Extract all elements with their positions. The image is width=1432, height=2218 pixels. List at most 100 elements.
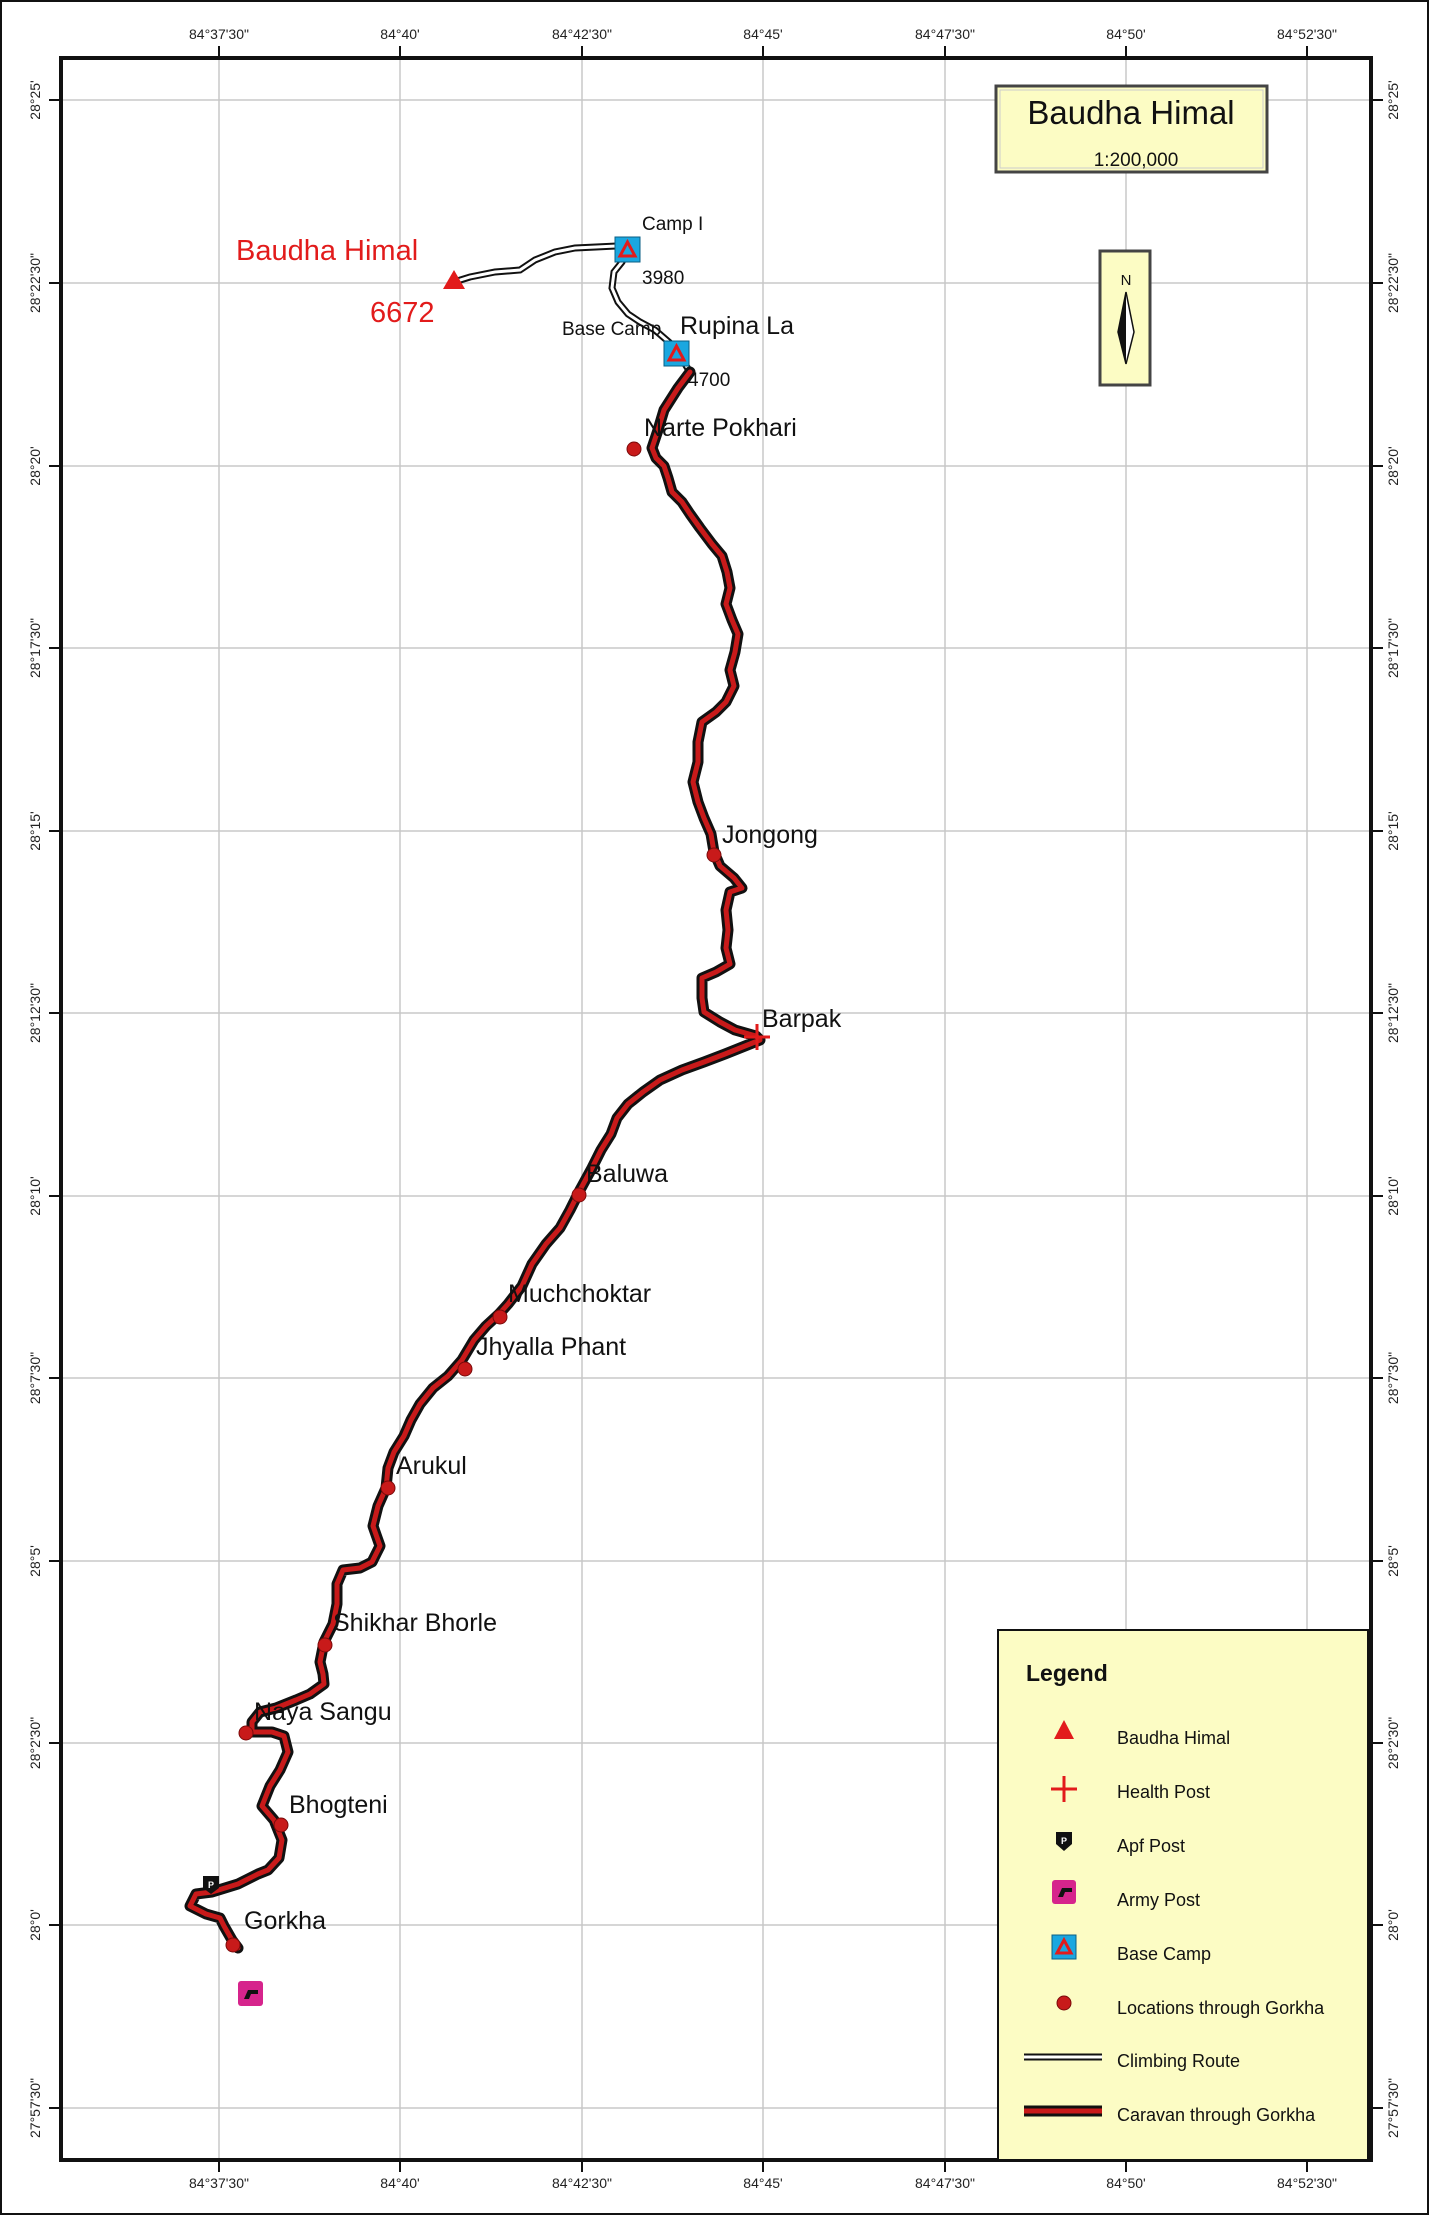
svg-text:P: P [1061, 1836, 1067, 1846]
rupina-la-label: Rupina La [680, 312, 794, 340]
right-coord-label: 28°7'30" [1385, 1352, 1401, 1404]
top-coordinates: 84°37'30" 84°40' 84°42'30" 84°45' 84°47'… [189, 26, 1337, 42]
legend-title: Legend [1026, 1660, 1108, 1686]
camp1-marker[interactable] [614, 236, 641, 263]
legend-label-health-post: Health Post [1117, 1782, 1210, 1802]
place-label-jongong: Jongong [722, 821, 818, 849]
legend-label-climbing-route: Climbing Route [1117, 2051, 1240, 2071]
legend-peak-icon [1054, 1720, 1074, 1739]
left-coord-label: 28°17'30" [27, 618, 43, 678]
bottom-coord-label: 84°50' [1106, 2175, 1145, 2191]
tent-icon [617, 238, 638, 258]
left-coord-label: 28°25' [27, 80, 43, 119]
place-label-jhyalla-phant: Jhyalla Phant [476, 1333, 626, 1361]
svg-text:P: P [208, 1880, 214, 1890]
top-coord-label: 84°50' [1106, 26, 1145, 42]
bottom-coord-label: 84°37'30" [189, 2175, 249, 2191]
right-coord-label: 28°20' [1385, 446, 1401, 485]
place-labels: Narte Pokhari Jongong Barpak Baluwa Much… [244, 414, 842, 1935]
location-dot-bhogteni[interactable] [273, 1817, 289, 1833]
legend-label-baudha-himal: Baudha Himal [1117, 1728, 1230, 1748]
north-arrow: N [1098, 249, 1152, 387]
peak-name-label: Baudha Himal [236, 235, 418, 267]
bottom-coord-label: 84°42'30" [552, 2175, 612, 2191]
legend-location-dot-icon [1056, 1995, 1072, 2011]
apf-post-icon[interactable]: P [203, 1876, 219, 1894]
legend-apf-post-icon: P [1056, 1832, 1072, 1851]
right-coord-label: 28°17'30" [1385, 618, 1401, 678]
location-dot-gorkha[interactable] [225, 1937, 241, 1953]
camp1-elevation-label: 3980 [642, 268, 684, 289]
caravan-route [184, 366, 766, 1954]
top-coord-label: 84°52'30" [1277, 26, 1337, 42]
place-label-barpak: Barpak [762, 1005, 842, 1033]
legend-base-camp-icon [1051, 1934, 1077, 1960]
place-label-shikhar-bhorle: Shikhar Bhorle [333, 1609, 497, 1637]
location-dot-narte-pokhari[interactable] [626, 441, 642, 457]
legend-label-apf-post: Apf Post [1117, 1836, 1185, 1856]
left-coord-label: 28°7'30" [27, 1352, 43, 1404]
location-dots [225, 441, 722, 1953]
legend-label-caravan-route: Caravan through Gorkha [1117, 2105, 1316, 2125]
right-coord-label: 27°57'30" [1385, 2078, 1401, 2138]
left-coord-label: 28°2'30" [27, 1717, 43, 1769]
map-frame [59, 56, 1373, 2162]
bottom-coord-label: 84°40' [380, 2175, 419, 2191]
map-title: Baudha Himal [1027, 94, 1234, 131]
left-coord-label: 28°15' [27, 811, 43, 850]
right-coord-label: 28°5' [1385, 1545, 1401, 1577]
left-coordinates: 28°25' 28°22'30" 28°20' 28°17'30" 28°15'… [27, 80, 43, 2138]
left-coord-label: 28°0' [27, 1909, 43, 1941]
base-camp-elevation-label: 4700 [688, 370, 730, 391]
location-dot-muchchoktar[interactable] [492, 1309, 508, 1325]
bottom-coordinates: 84°37'30" 84°40' 84°42'30" 84°45' 84°47'… [189, 2175, 1337, 2191]
left-coord-label: 28°5' [27, 1545, 43, 1577]
tent-icon [666, 342, 687, 362]
peak-triangle-icon[interactable] [443, 270, 465, 289]
north-label: N [1121, 272, 1132, 289]
place-label-gorkha: Gorkha [244, 1907, 326, 1935]
camp1-name-label: Camp I [642, 214, 703, 235]
base-camp-name-label: Base Camp [562, 319, 661, 340]
right-coordinates: 28°25' 28°22'30" 28°20' 28°17'30" 28°15'… [1385, 80, 1401, 2138]
left-coord-label: 28°20' [27, 446, 43, 485]
place-label-bhogteni: Bhogteni [289, 1791, 388, 1819]
health-post-icon[interactable] [744, 1024, 770, 1050]
graticule-ticks [49, 46, 1383, 2172]
legend-panel: Legend Baudha Himal Health Post P Apf Po… [997, 1629, 1369, 2161]
peak-elevation-label: 6672 [370, 297, 435, 329]
right-coord-label: 28°15' [1385, 811, 1401, 850]
left-coord-label: 28°12'30" [27, 983, 43, 1043]
base-camp-marker[interactable] [663, 340, 690, 367]
right-coord-label: 28°2'30" [1385, 1717, 1401, 1769]
location-dot-baluwa[interactable] [571, 1187, 587, 1203]
army-post-icon[interactable] [238, 1981, 263, 2006]
location-dot-shikhar-bhorle[interactable] [317, 1637, 333, 1653]
right-coord-label: 28°12'30" [1385, 983, 1401, 1043]
top-coord-label: 84°45' [743, 26, 782, 42]
top-coord-label: 84°40' [380, 26, 419, 42]
place-label-muchchoktar: Muchchoktar [508, 1280, 651, 1308]
location-dot-arukul[interactable] [380, 1480, 396, 1496]
left-coord-label: 27°57'30" [27, 2078, 43, 2138]
top-coord-label: 84°37'30" [189, 26, 249, 42]
right-coord-label: 28°0' [1385, 1909, 1401, 1941]
map-scale: 1:200,000 [1094, 150, 1179, 171]
bottom-coord-label: 84°45' [743, 2175, 782, 2191]
location-dot-jhyalla-phant[interactable] [457, 1361, 473, 1377]
legend-label-base-camp: Base Camp [1117, 1944, 1211, 1964]
location-dot-naya-sangu[interactable] [238, 1725, 254, 1741]
left-coord-label: 28°10' [27, 1176, 43, 1215]
title-box: Baudha Himal 1:200,000 [994, 84, 1269, 174]
location-dot-jongong[interactable] [706, 847, 722, 863]
place-label-naya-sangu: Naya Sangu [254, 1698, 392, 1726]
top-coord-label: 84°42'30" [552, 26, 612, 42]
legend-health-post-icon [1051, 1776, 1077, 1802]
legend-label-locations: Locations through Gorkha [1117, 1998, 1325, 2018]
right-coord-label: 28°10' [1385, 1176, 1401, 1215]
place-label-narte-pokhari: Narte Pokhari [644, 414, 797, 442]
place-label-baluwa: Baluwa [586, 1160, 668, 1188]
bottom-coord-label: 84°52'30" [1277, 2175, 1337, 2191]
